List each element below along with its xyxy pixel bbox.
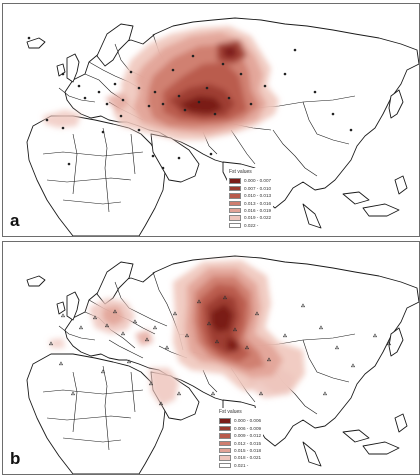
legend-swatch (229, 185, 241, 192)
iceland-coastline (26, 275, 46, 287)
legend-swatch (229, 193, 241, 199)
panel-label: b (10, 449, 21, 468)
scandinavia-coastline (96, 23, 134, 67)
legend-swatch (229, 200, 241, 206)
fst-heat-overlay (43, 26, 279, 140)
fst-map-b (26, 255, 419, 474)
legend-swatch (229, 207, 241, 214)
legend-swatch (219, 433, 231, 439)
legend-range: 0.000 - 0.006 (234, 418, 262, 424)
arabia-coastline (150, 133, 200, 183)
legend-range: 0.012 - 0.015 (234, 440, 262, 446)
legend-range: 0.018 - 0.021 (234, 455, 262, 461)
legend-range: 0.019 - 0.022 (244, 215, 272, 221)
legend-entry: 0.015 - 0.018 (219, 447, 261, 454)
legend-range: 0.000 - 0.007 (244, 178, 272, 184)
legend-entry: 0.006 - 0.009 (219, 425, 261, 432)
legend-entry: 0.010 - 0.013 (229, 192, 271, 199)
legend-entry: 0.009 - 0.012 (219, 432, 261, 439)
legend-range: 0.009 - 0.012 (234, 433, 262, 439)
legend-entry: 0.019 - 0.022 (229, 214, 271, 221)
legend-range: 0.013 - 0.016 (244, 200, 272, 206)
legend-swatch (219, 455, 231, 461)
legend-swatch (229, 178, 241, 184)
legend-range: 0.021 - (234, 462, 249, 468)
iceland-coastline (26, 37, 46, 49)
legend-swatch (219, 462, 231, 469)
legend-title: Fst values (229, 169, 252, 175)
africa-coastline (26, 115, 166, 236)
legend-entry: 0.016 - 0.019 (229, 207, 271, 214)
legend-swatch (229, 222, 241, 229)
britain-coastline (66, 53, 80, 83)
legend-range: 0.007 - 0.010 (244, 185, 272, 191)
legend-range: 0.015 - 0.018 (234, 447, 262, 453)
legend-title: Fst values (219, 409, 242, 415)
legend-entry: 0.013 - 0.016 (229, 200, 271, 207)
legend-swatch (219, 440, 231, 446)
ireland-coastline (56, 301, 66, 315)
legend-swatch (219, 447, 231, 454)
japan-coastline (388, 327, 404, 357)
legend-entry: 0.007 - 0.010 (229, 185, 271, 192)
britain-coastline (66, 291, 80, 321)
legend-entry: 0.018 - 0.021 (219, 454, 261, 461)
legend-entry: 0.012 - 0.015 (219, 440, 261, 447)
map-panel-a: Fst values 0.000 - 0.007 0.007 - 0.010 0… (2, 3, 420, 237)
legend-range: 0.022 - (244, 222, 259, 228)
legend-entry: 0.000 - 0.007 (229, 177, 271, 184)
legend-swatch (219, 425, 231, 432)
legend-entry: 0.022 - (229, 222, 271, 229)
fst-map-a (26, 17, 419, 236)
legend-range: 0.016 - 0.019 (244, 207, 272, 213)
map-panel-b: Fst values 0.000 - 0.006 0.006 - 0.009 0… (2, 241, 420, 475)
fst-heat-overlay (49, 260, 305, 406)
fst-legend: Fst values 0.000 - 0.006 0.006 - 0.009 0… (217, 408, 264, 471)
legend-range: 0.006 - 0.009 (234, 425, 262, 431)
legend-entry: 0.021 - (219, 462, 261, 469)
legend-range: 0.010 - 0.013 (244, 193, 272, 199)
legend-swatch (219, 418, 231, 424)
legend-swatch (229, 215, 241, 221)
panel-label: a (10, 211, 20, 230)
africa-coastline (26, 353, 166, 474)
japan-coastline (388, 89, 404, 119)
legend-entry: 0.000 - 0.006 (219, 417, 261, 424)
fst-legend: Fst values 0.000 - 0.007 0.007 - 0.010 0… (227, 168, 274, 231)
